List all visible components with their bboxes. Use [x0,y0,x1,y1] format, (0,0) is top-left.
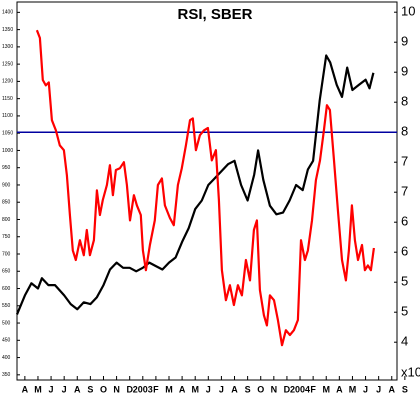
x-tick-label: M [191,384,199,394]
plot-frame [16,1,398,381]
series-line [35,29,375,347]
x-tick-label: F [153,384,159,394]
x-tick-label: M [322,384,330,394]
y2-tick-label: 7 [401,184,408,199]
y-tick-label: 850 [2,200,11,206]
y-tick-label: 450 [2,338,11,344]
y-tick-label: 950 [2,165,11,171]
y-tick-label: 550 [2,303,11,309]
y2-tick-label: 4 [401,334,408,349]
x-tick-label: J [363,384,368,394]
x-tick-label: N [113,384,120,394]
y-tick-label: 400 [2,355,11,361]
x-tick-label: A [336,384,343,394]
y2-tick-label: 6 [401,214,408,229]
y2-tick-label: 6 [401,244,408,259]
x-tick-label: 2004 [290,384,310,394]
y-tick-label: 750 [2,234,11,240]
x-tick-label: D [284,384,291,394]
x-tick-label: S [245,384,251,394]
x-tick-label: A [22,384,29,394]
y2-tick-label: 10 [401,4,415,19]
x-tick-label: J [62,384,67,394]
x-tick-label: J [49,384,54,394]
y-tick-label: 900 [2,182,11,188]
y-tick-label: 1200 [2,79,13,85]
x-tick-label: A [179,384,186,394]
x-tick-label: F [310,384,316,394]
y-tick-label: 1150 [2,96,13,102]
x-tick-label: S [87,384,93,394]
x-tick-label: J [376,384,381,394]
y-tick-label: 1100 [2,113,13,119]
x-tick-label: A [231,384,238,394]
y2-tick-label: 5 [401,274,408,289]
y2-tick-label: 8 [401,124,408,139]
y2-tick-label: 9 [401,64,408,79]
y-tick-label: 1350 [2,27,13,33]
y-tick-label: 1000 [2,148,13,154]
chart-title: RSI, SBER [177,6,252,23]
x-tick-label: 2003 [133,384,153,394]
y-tick-label: 600 [2,286,11,292]
x-tick-label: S [402,384,408,394]
x-tick-label: M [34,384,42,394]
x-tick-label: D [126,384,133,394]
x-tick-label: J [206,384,211,394]
axis-multiplier: x10 [401,364,420,379]
x-tick-label: O [257,384,264,394]
x-tick-label: O [100,384,107,394]
x-tick-label: A [74,384,81,394]
y-tick-label: 1400 [2,10,13,16]
y-tick-label: 800 [2,217,11,223]
y-tick-label: 500 [2,320,11,326]
y-tick-label: 700 [2,251,11,257]
x-tick-label: J [219,384,224,394]
x-tick-label: M [349,384,357,394]
x-tick-label: N [271,384,278,394]
y-tick-label: 1050 [2,131,13,137]
y2-tick-label: 9 [401,34,408,49]
y-tick-label: 350 [2,372,11,378]
y-tick-label: 1300 [2,44,13,50]
series-line [15,54,375,315]
y2-tick-label: 8 [401,94,408,109]
x-tick-label: A [389,384,396,394]
x-tick-label: M [165,384,173,394]
y2-tick-label: 7 [401,154,408,169]
y2-tick-label: 5 [401,304,408,319]
y-tick-label: 1250 [2,61,13,67]
y-tick-label: 650 [2,269,11,275]
